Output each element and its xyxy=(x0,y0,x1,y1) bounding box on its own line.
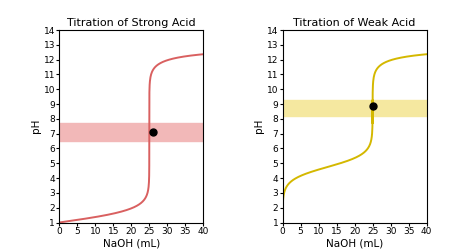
Title: Titration of Strong Acid: Titration of Strong Acid xyxy=(67,18,196,28)
X-axis label: NaOH (mL): NaOH (mL) xyxy=(103,238,160,248)
Y-axis label: pH: pH xyxy=(254,119,264,134)
Bar xyxy=(59,123,203,141)
Y-axis label: pH: pH xyxy=(31,119,41,134)
X-axis label: NaOH (mL): NaOH (mL) xyxy=(326,238,383,248)
Bar xyxy=(283,100,427,116)
Title: Titration of Weak Acid: Titration of Weak Acid xyxy=(293,18,416,28)
